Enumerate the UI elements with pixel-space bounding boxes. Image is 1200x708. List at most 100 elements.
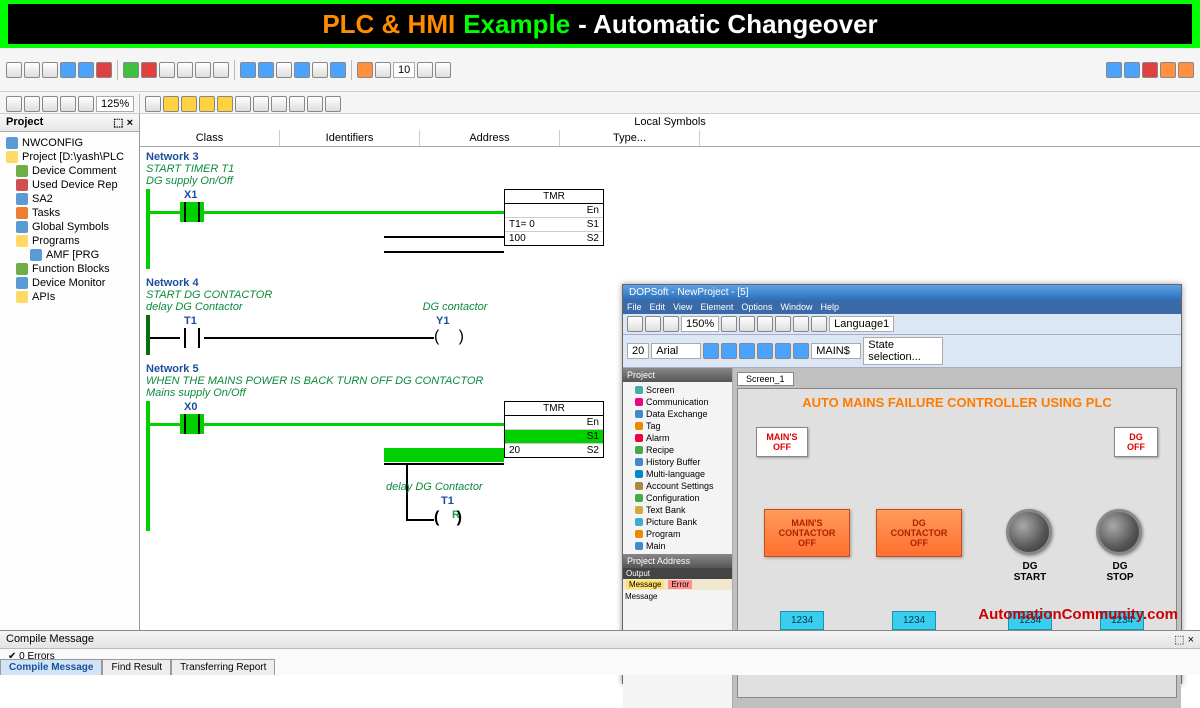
hmi-tree-item[interactable]: Multi-language (625, 468, 730, 480)
tb-icon[interactable] (775, 343, 791, 359)
tab-compile[interactable]: Compile Message (0, 659, 102, 675)
tb-icon[interactable] (24, 96, 40, 112)
tb-icon[interactable] (793, 316, 809, 332)
tb-icon[interactable] (375, 62, 391, 78)
contact-t1[interactable] (180, 328, 204, 348)
open-icon[interactable] (24, 62, 40, 78)
tb-icon[interactable] (757, 316, 773, 332)
hmi-main[interactable]: MAIN$ (811, 343, 861, 359)
tb-icon[interactable] (739, 343, 755, 359)
tb-icon[interactable] (271, 96, 287, 112)
dg-indicator[interactable]: DG OFF (1114, 427, 1158, 457)
tb-icon[interactable] (177, 62, 193, 78)
hmi-tree-item[interactable]: Main (625, 540, 730, 552)
tree-item[interactable]: Device Comment (2, 164, 137, 178)
num-t1[interactable]: 1234 (892, 611, 936, 630)
hmi-tree-item[interactable]: Screen (625, 384, 730, 396)
net3-rung[interactable]: X1 TMR En T1= 0S1 100S2 (146, 189, 1194, 269)
tb-icon[interactable] (663, 316, 679, 332)
tb-icon[interactable] (78, 62, 94, 78)
contact-x1[interactable] (180, 202, 204, 222)
zoom-value[interactable]: 125% (96, 96, 134, 112)
hmi-tree-item[interactable]: Program (625, 528, 730, 540)
hmi-titlebar[interactable]: DOPSoft - NewProject - [5] (623, 285, 1181, 300)
hmi-zoom[interactable]: 150% (681, 316, 719, 332)
tb-icon[interactable] (159, 62, 175, 78)
tree-item[interactable]: Project [D:\yash\PLC (2, 150, 137, 164)
menu-item[interactable]: Edit (650, 302, 666, 312)
tb-icon[interactable] (163, 96, 179, 112)
tb-icon[interactable] (1106, 62, 1122, 78)
tb-icon[interactable] (811, 316, 827, 332)
zoom-out-icon[interactable] (78, 96, 94, 112)
run-icon[interactable] (123, 62, 139, 78)
tb-icon[interactable] (181, 96, 197, 112)
menu-item[interactable]: Element (700, 302, 733, 312)
num-t2[interactable]: 1234 (780, 611, 824, 630)
linenum[interactable]: 10 (393, 62, 415, 78)
hmi-fontsize[interactable]: 20 (627, 343, 649, 359)
tmr-box[interactable]: TMR En T1= 0S1 100S2 (504, 189, 604, 246)
dg-contactor-box[interactable]: DG CONTACTOR OFF (876, 509, 962, 557)
hmi-state[interactable]: State selection... (863, 337, 943, 365)
tb-icon[interactable] (276, 62, 292, 78)
hmi-tree-item[interactable]: Alarm (625, 432, 730, 444)
err-tab[interactable]: Error (668, 580, 692, 589)
tb-icon[interactable] (435, 62, 451, 78)
hmi-tree-item[interactable]: Data Exchange (625, 408, 730, 420)
tree-item[interactable]: AMF [PRG (2, 248, 137, 262)
menu-item[interactable]: File (627, 302, 642, 312)
tree-item[interactable]: Global Symbols (2, 220, 137, 234)
tree-item[interactable]: Device Monitor (2, 276, 137, 290)
tb-icon[interactable] (217, 96, 233, 112)
menu-item[interactable]: Help (820, 302, 839, 312)
stop-icon[interactable] (141, 62, 157, 78)
hmi-lang[interactable]: Language1 (829, 316, 894, 332)
tb-icon[interactable] (1142, 62, 1158, 78)
dg-stop-button[interactable] (1096, 509, 1142, 555)
tb-icon[interactable] (793, 343, 809, 359)
tb-icon[interactable] (235, 96, 251, 112)
tb-icon[interactable] (1124, 62, 1140, 78)
tb-icon[interactable] (307, 96, 323, 112)
mains-indicator[interactable]: MAIN'S OFF (756, 427, 808, 457)
tree-item[interactable]: NWCONFIG (2, 136, 137, 150)
tb-icon[interactable] (330, 62, 346, 78)
hmi-tree-item[interactable]: Tag (625, 420, 730, 432)
menu-item[interactable]: Window (780, 302, 812, 312)
tb-icon[interactable] (253, 96, 269, 112)
new-icon[interactable] (6, 62, 22, 78)
tb-icon[interactable] (1160, 62, 1176, 78)
tmr-box-5[interactable]: TMR En S1 20S2 (504, 401, 604, 458)
tb-icon[interactable] (739, 316, 755, 332)
reset-coil[interactable]: R (434, 509, 462, 529)
tree-item[interactable]: APIs (2, 290, 137, 304)
hmi-tree-item[interactable]: Configuration (625, 492, 730, 504)
hmi-tree-item[interactable]: Recipe (625, 444, 730, 456)
screen-tab[interactable]: Screen_1 (737, 372, 794, 386)
tb-icon[interactable] (357, 62, 373, 78)
tree-item[interactable]: Function Blocks (2, 262, 137, 276)
tb-icon[interactable] (240, 62, 256, 78)
contact-x0[interactable] (180, 414, 204, 434)
tb-icon[interactable] (645, 316, 661, 332)
tb-icon[interactable] (627, 316, 643, 332)
tb-icon[interactable] (96, 62, 112, 78)
tb-icon[interactable] (213, 62, 229, 78)
tb-icon[interactable] (325, 96, 341, 112)
tb-icon[interactable] (721, 343, 737, 359)
tab-find[interactable]: Find Result (102, 659, 171, 675)
tree-item[interactable]: Programs (2, 234, 137, 248)
tree-item[interactable]: Tasks (2, 206, 137, 220)
msg-tab[interactable]: Message (626, 580, 664, 589)
tb-icon[interactable] (199, 96, 215, 112)
mains-contactor-box[interactable]: MAIN'S CONTACTOR OFF (764, 509, 850, 557)
coil-y1[interactable] (434, 328, 464, 348)
tab-transfer[interactable]: Transferring Report (171, 659, 275, 675)
tb-icon[interactable] (6, 96, 22, 112)
hmi-tree-item[interactable]: Picture Bank (625, 516, 730, 528)
tb-icon[interactable] (312, 62, 328, 78)
hmi-tree-item[interactable]: Communication (625, 396, 730, 408)
hmi-tree-item[interactable]: History Buffer (625, 456, 730, 468)
tb-icon[interactable] (42, 96, 58, 112)
